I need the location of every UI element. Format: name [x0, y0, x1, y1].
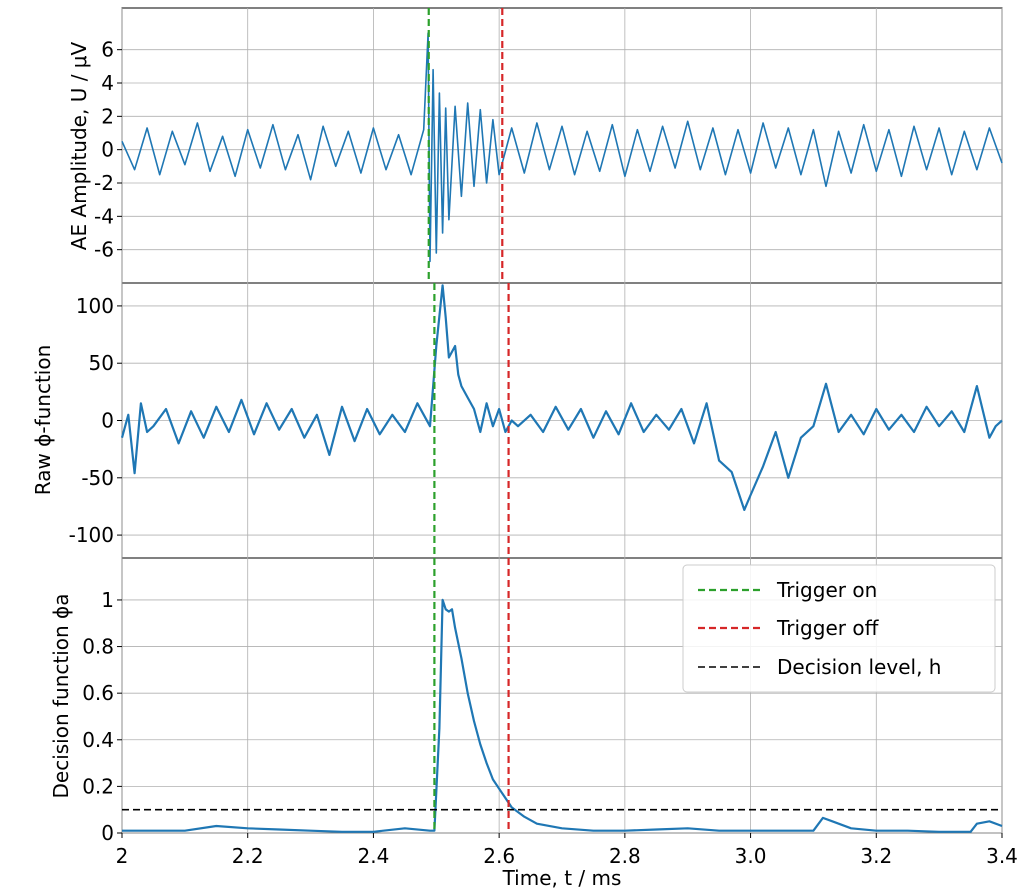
ytick-label-decision-2: 0.4 [82, 728, 114, 752]
ytick-label-amplitude-1: -4 [94, 204, 114, 228]
ytick-label-decision-5: 1 [101, 588, 114, 612]
legend: Trigger on Trigger off Decision level, h [682, 564, 996, 693]
ytick-label-decision-1: 0.2 [82, 774, 114, 798]
xtick-label-1: 2.2 [232, 844, 264, 868]
ytick-label-raw-phi-2: 0 [101, 409, 114, 433]
xtick-label-4: 2.8 [609, 844, 641, 868]
legend-label-trigger-on: Trigger on [776, 578, 877, 602]
series-line-amplitude-0 [121, 32, 1003, 263]
xlabel-time: Time, t / ms [502, 866, 622, 890]
ytick-label-raw-phi-3: 50 [89, 351, 114, 375]
xtick-label-7: 3.4 [986, 844, 1018, 868]
legend-box [682, 564, 996, 693]
xtick-label-0: 2 [116, 844, 129, 868]
ytick-label-amplitude-3: 0 [101, 138, 114, 162]
marker-layer [122, 8, 1002, 833]
ytick-label-raw-phi-0: -100 [69, 523, 114, 547]
legend-label-trigger-off: Trigger off [776, 616, 880, 640]
ylabel-amplitude: AE Amplitude, U / μV [67, 41, 91, 250]
ytick-label-amplitude-4: 2 [101, 104, 114, 128]
ytick-label-amplitude-6: 6 [101, 38, 114, 62]
ytick-label-decision-0: 0 [101, 821, 114, 845]
ytick-label-amplitude-2: -2 [94, 171, 114, 195]
ytick-label-raw-phi-1: -50 [81, 466, 114, 490]
xtick-label-5: 3.0 [735, 844, 767, 868]
ylabel-decision: Decision function ϕa [49, 593, 73, 798]
ylabel-raw-phi: Raw ϕ-function [31, 345, 55, 496]
ytick-label-decision-3: 0.6 [82, 681, 114, 705]
xtick-label-3: 2.6 [483, 844, 515, 868]
xtick-label-6: 3.2 [860, 844, 892, 868]
ytick-label-amplitude-5: 4 [101, 71, 114, 95]
ytick-label-decision-4: 0.8 [82, 635, 114, 659]
series-line-raw-phi-0 [120, 284, 1003, 511]
series-layer [120, 32, 1003, 833]
legend-label-decision-level: Decision level, h [777, 655, 941, 679]
xtick-label-2: 2.4 [358, 844, 390, 868]
series-line-decision-0 [122, 598, 1003, 833]
ytick-label-amplitude-0: -6 [94, 238, 114, 262]
ytick-label-raw-phi-4: 100 [76, 294, 114, 318]
